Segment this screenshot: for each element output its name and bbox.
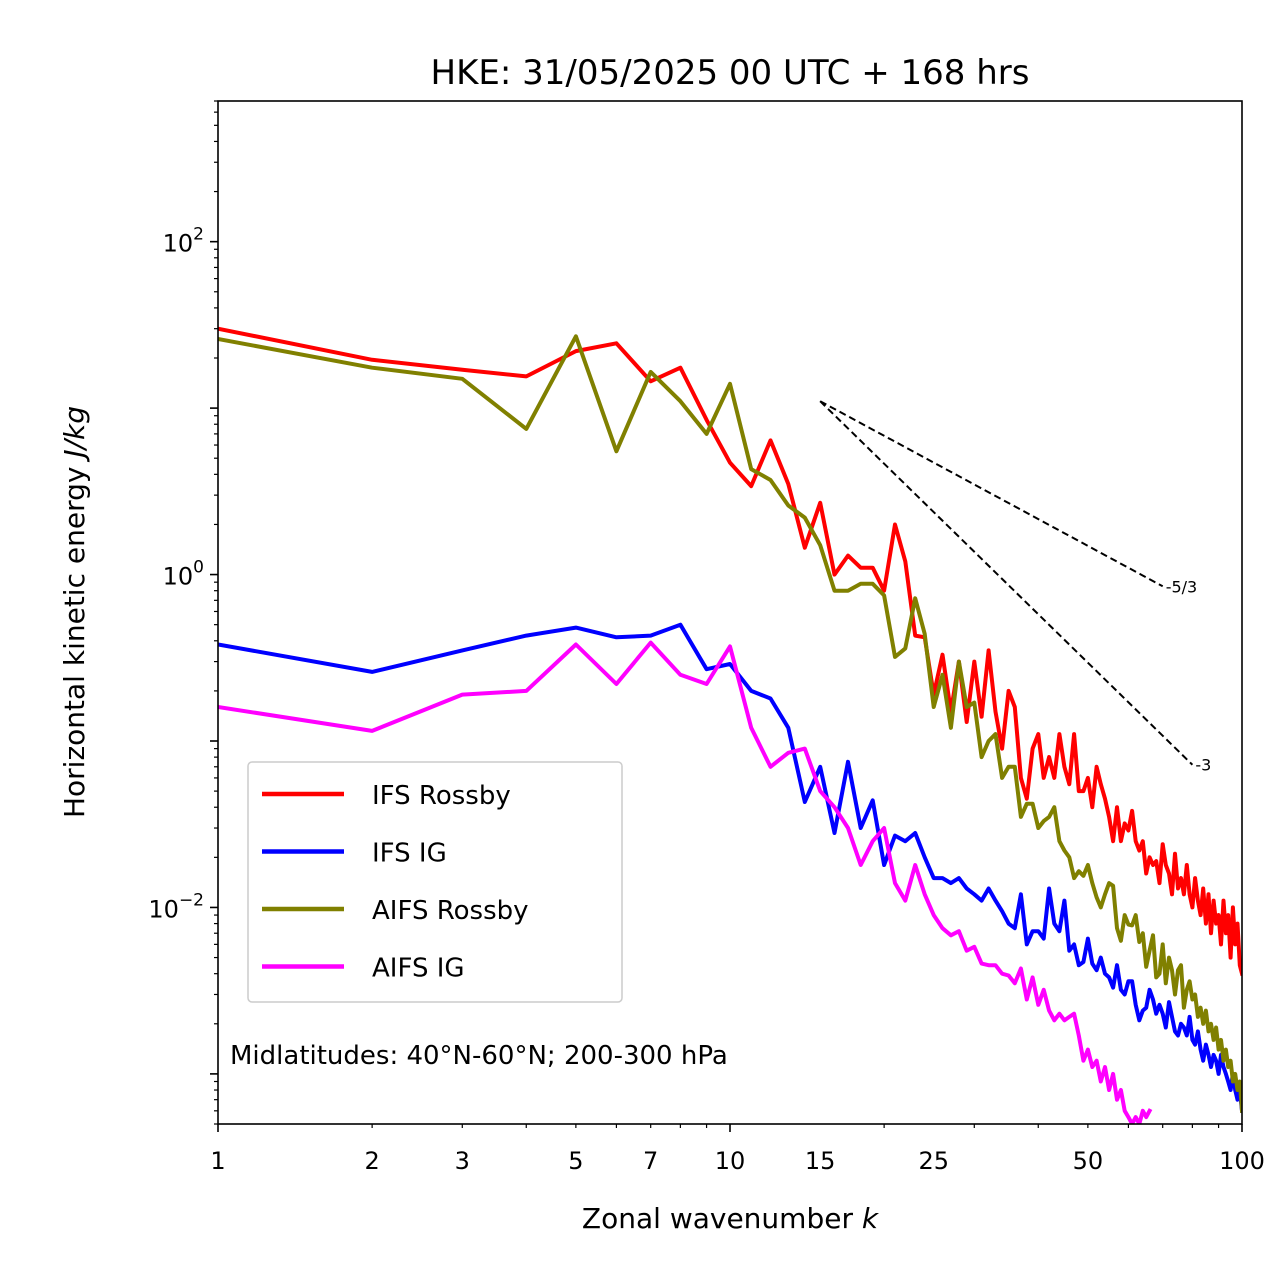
- reference-slope-line: [819, 400, 1194, 766]
- y-axis-label-text: Horizontal kinetic energy: [58, 458, 91, 818]
- reference-slope-label: -3: [1195, 756, 1211, 775]
- y-tick-label: 102: [163, 225, 204, 258]
- legend-label: IFS IG: [372, 839, 447, 869]
- x-tick-label: 3: [455, 1147, 470, 1175]
- series-layer: [218, 326, 1242, 1124]
- x-tick-label: 50: [1073, 1147, 1104, 1175]
- y-tick-label: 100: [163, 558, 204, 591]
- legend-label: IFS Rossby: [372, 781, 511, 811]
- x-tick-label: 25: [918, 1147, 949, 1175]
- legend-box: [247, 761, 623, 1003]
- x-tick-label: 10: [715, 1147, 746, 1175]
- x-tick-label: 2: [364, 1147, 379, 1175]
- x-axis-label-var: k: [862, 1202, 880, 1235]
- x-tick-label: 100: [1219, 1147, 1265, 1175]
- series-line-ifs-rossby: [218, 326, 1242, 977]
- legend-label: AIFS Rossby: [372, 896, 529, 926]
- x-tick-label: 1: [210, 1147, 225, 1175]
- y-tick-label: 10−2: [148, 890, 204, 923]
- x-axis-label-text: Zonal wavenumber: [582, 1202, 862, 1235]
- x-tick-label: 7: [643, 1147, 658, 1175]
- region-annotation: Midlatitudes: 40°N-60°N; 200-300 hPa: [230, 1041, 728, 1071]
- series-line-aifs-ig: [218, 640, 1153, 1124]
- reference-slope-line: [819, 400, 1164, 588]
- x-axis-label: Zonal wavenumber k: [582, 1202, 880, 1235]
- legend: IFS Rossby IFS IG AIFS Rossby AIFS IG: [247, 761, 623, 1003]
- y-axis-label: Horizontal kinetic energy J/kg: [58, 406, 91, 818]
- x-tick-label: 5: [568, 1147, 583, 1175]
- series-line-ifs-ig: [218, 622, 1242, 1113]
- series-line-aifs-rossby: [218, 334, 1242, 1113]
- legend-label: AIFS IG: [372, 954, 465, 984]
- x-tick-label: 15: [805, 1147, 836, 1175]
- reference-slope-layer: -5/3 -3: [819, 400, 1211, 775]
- y-axis-ticks: 10−2 100 102: [148, 100, 218, 1125]
- y-axis-label-unit: J/kg: [58, 406, 91, 463]
- chart-title: HKE: 31/05/2025 00 UTC + 168 hrs: [431, 53, 1030, 93]
- x-axis-ticks: 1 2 3 5 7 10 15 25 50 100: [210, 1124, 1265, 1175]
- reference-slope-label: -5/3: [1166, 577, 1198, 596]
